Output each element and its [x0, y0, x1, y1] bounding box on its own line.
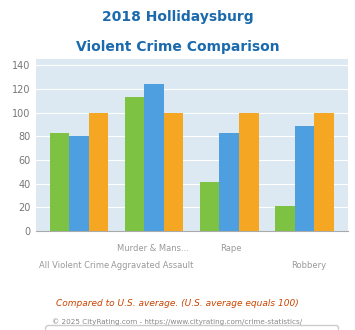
Bar: [144, 84, 164, 231]
Bar: [125, 97, 144, 231]
Text: 2018 Hollidaysburg: 2018 Hollidaysburg: [102, 10, 253, 24]
Bar: [219, 133, 239, 231]
Text: Aggravated Assault: Aggravated Assault: [111, 261, 194, 270]
Bar: [200, 182, 219, 231]
Bar: [295, 126, 314, 231]
Text: Robbery: Robbery: [291, 261, 326, 270]
Text: Rape: Rape: [220, 244, 241, 253]
Bar: [314, 113, 334, 231]
Bar: [239, 113, 258, 231]
Text: Murder & Mans...: Murder & Mans...: [117, 244, 189, 253]
Text: All Violent Crime: All Violent Crime: [39, 261, 110, 270]
Text: © 2025 CityRating.com - https://www.cityrating.com/crime-statistics/: © 2025 CityRating.com - https://www.city…: [53, 318, 302, 325]
Bar: [69, 136, 89, 231]
Bar: [89, 113, 108, 231]
Legend: Hollidaysburg, Pennsylvania, National: Hollidaysburg, Pennsylvania, National: [45, 325, 338, 330]
Text: Violent Crime Comparison: Violent Crime Comparison: [76, 40, 279, 53]
Bar: [50, 133, 69, 231]
Bar: [164, 113, 184, 231]
Bar: [275, 206, 295, 231]
Text: Compared to U.S. average. (U.S. average equals 100): Compared to U.S. average. (U.S. average …: [56, 299, 299, 308]
